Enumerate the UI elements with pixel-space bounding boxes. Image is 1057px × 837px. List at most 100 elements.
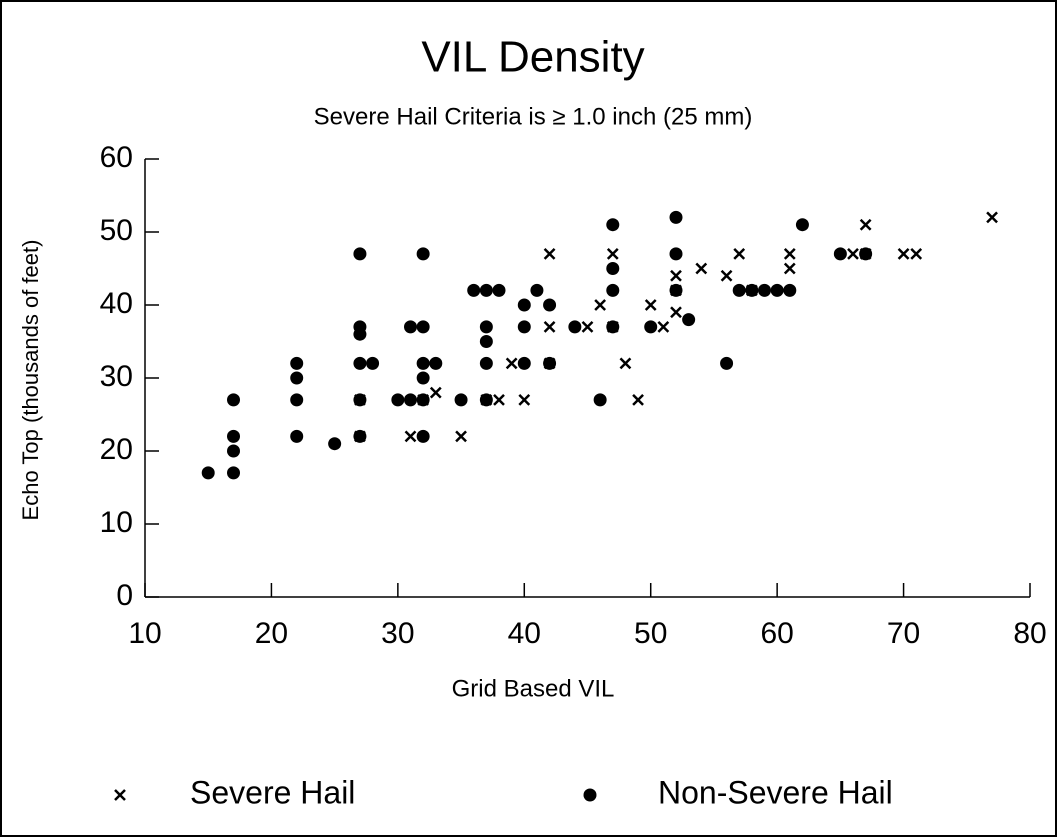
x-marker bbox=[493, 394, 505, 406]
x-tick-label: 20 bbox=[255, 617, 288, 650]
dot-marker bbox=[669, 210, 683, 224]
dot-marker bbox=[290, 429, 304, 443]
x-marker bbox=[543, 321, 556, 333]
dot-marker bbox=[530, 283, 544, 297]
x-marker bbox=[543, 248, 556, 260]
x-tick-label: 50 bbox=[634, 617, 667, 650]
x-marker bbox=[619, 357, 632, 370]
dot-marker bbox=[467, 283, 481, 297]
dot-marker bbox=[543, 356, 557, 370]
y-axis-label: Echo Top (thousands of feet) bbox=[18, 240, 43, 521]
x-marker bbox=[783, 248, 796, 260]
dot-marker bbox=[404, 393, 417, 407]
dot-marker bbox=[745, 283, 759, 297]
dot-marker bbox=[606, 320, 620, 334]
x-tick-label: 30 bbox=[381, 617, 414, 650]
dot-marker bbox=[758, 283, 771, 297]
dot-marker bbox=[492, 283, 506, 297]
y-tick-label: 60 bbox=[100, 141, 133, 174]
chart-title: VIL Density bbox=[421, 33, 644, 82]
dot-marker bbox=[543, 298, 557, 312]
dot-marker bbox=[227, 393, 240, 407]
x-marker bbox=[581, 321, 594, 333]
legend-marker bbox=[583, 788, 597, 802]
x-marker bbox=[606, 248, 619, 260]
dot-marker bbox=[366, 356, 380, 370]
x-marker bbox=[644, 299, 657, 311]
x-tick-label: 10 bbox=[128, 617, 161, 650]
x-marker bbox=[518, 394, 531, 406]
dot-marker bbox=[429, 356, 443, 370]
x-marker bbox=[910, 248, 923, 260]
x-axis-label: Grid Based VIL bbox=[452, 675, 615, 702]
dot-marker bbox=[783, 283, 797, 297]
dot-marker bbox=[720, 356, 734, 370]
y-tick-label: 0 bbox=[116, 579, 133, 612]
dot-marker bbox=[353, 429, 367, 443]
y-tick-label: 40 bbox=[100, 287, 133, 320]
dot-marker bbox=[593, 393, 607, 407]
dot-marker bbox=[227, 429, 240, 443]
dot-marker bbox=[859, 247, 873, 261]
x-marker bbox=[404, 430, 417, 443]
x-tick-label: 40 bbox=[508, 617, 541, 650]
dot-marker bbox=[353, 320, 367, 334]
x-marker bbox=[720, 269, 733, 282]
dot-marker bbox=[669, 283, 683, 297]
dot-marker bbox=[353, 247, 367, 261]
x-tick-label: 80 bbox=[1013, 617, 1046, 650]
dot-marker bbox=[606, 283, 620, 297]
dot-marker bbox=[290, 371, 304, 385]
dot-marker bbox=[404, 320, 417, 334]
x-marker bbox=[657, 321, 670, 333]
dot-marker bbox=[479, 356, 493, 370]
dot-marker bbox=[517, 320, 531, 334]
dot-marker bbox=[416, 320, 430, 334]
y-tick-label: 50 bbox=[100, 214, 133, 247]
x-marker bbox=[594, 299, 607, 311]
dot-marker bbox=[732, 283, 746, 297]
x-marker bbox=[897, 248, 910, 260]
dot-marker bbox=[416, 429, 430, 443]
x-marker bbox=[859, 218, 872, 231]
legend-label: Severe Hail bbox=[190, 774, 355, 810]
dot-marker bbox=[795, 218, 809, 232]
x-marker bbox=[783, 262, 796, 275]
dot-marker bbox=[479, 335, 493, 348]
x-marker bbox=[670, 306, 682, 319]
y-tick-label: 10 bbox=[100, 506, 133, 539]
x-tick-label: 60 bbox=[760, 617, 793, 650]
x-marker bbox=[986, 211, 998, 224]
dot-marker bbox=[328, 437, 342, 451]
dot-marker bbox=[227, 444, 240, 458]
dot-marker bbox=[290, 393, 304, 407]
dot-marker bbox=[454, 393, 468, 407]
dot-marker bbox=[833, 247, 847, 261]
x-marker bbox=[847, 248, 859, 260]
x-marker bbox=[695, 262, 708, 275]
dot-marker bbox=[479, 283, 493, 297]
dot-marker bbox=[416, 247, 430, 261]
dot-marker bbox=[517, 356, 531, 370]
x-tick-label: 70 bbox=[887, 617, 920, 650]
dot-marker bbox=[517, 298, 531, 312]
dot-marker bbox=[353, 356, 367, 370]
dot-marker bbox=[568, 320, 582, 334]
y-tick-label: 30 bbox=[100, 360, 133, 393]
x-marker bbox=[505, 357, 518, 370]
legend-marker bbox=[114, 789, 126, 801]
dot-marker bbox=[479, 393, 493, 407]
dot-marker bbox=[201, 466, 215, 480]
dot-marker bbox=[227, 466, 240, 480]
dot-marker bbox=[669, 247, 683, 261]
x-marker bbox=[429, 386, 442, 399]
dot-marker bbox=[416, 371, 430, 385]
chart-subtitle: Severe Hail Criteria is ≥ 1.0 inch (25 m… bbox=[314, 103, 753, 130]
dot-marker bbox=[416, 356, 430, 370]
dot-marker bbox=[416, 393, 430, 407]
dot-marker bbox=[606, 218, 620, 232]
dot-marker bbox=[479, 320, 493, 334]
dot-marker bbox=[682, 313, 696, 327]
x-marker bbox=[632, 394, 644, 406]
